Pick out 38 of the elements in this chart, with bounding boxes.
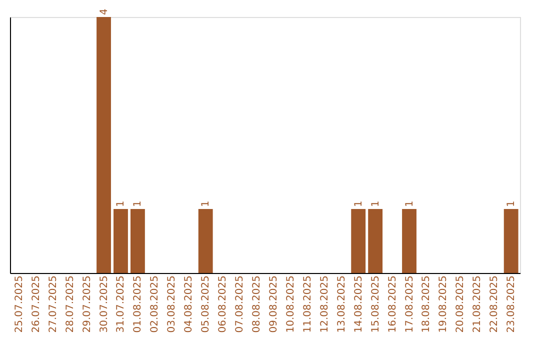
x-tick-label: 12.08.2025 (319, 276, 330, 333)
x-tick-label: 20.08.2025 (455, 276, 466, 333)
data-label: 4 (98, 8, 110, 15)
x-tick-label: 30.07.2025 (98, 276, 110, 333)
data-label: 1 (200, 200, 212, 207)
x-tick-label: 01.08.2025 (132, 276, 144, 333)
x-tick-label: 11.08.2025 (302, 276, 314, 333)
x-tick-label: 23.08.2025 (506, 276, 518, 333)
x-tick-label: 25.07.2025 (14, 276, 25, 333)
x-tick-label: 14.08.2025 (353, 276, 364, 333)
x-tick-label: 19.08.2025 (438, 276, 450, 333)
data-label: 1 (404, 200, 416, 207)
x-tick-label: 05.08.2025 (200, 276, 212, 333)
x-tick-label: 09.08.2025 (268, 276, 280, 333)
x-tick-label: 18.08.2025 (421, 276, 432, 333)
x-tick-label: 04.08.2025 (184, 276, 195, 333)
x-tick-label: 28.07.2025 (64, 276, 76, 333)
data-label: 1 (116, 200, 127, 207)
x-tick-label: 17.08.2025 (404, 276, 416, 333)
x-tick-label: 02.08.2025 (150, 276, 161, 333)
data-label: 1 (132, 200, 144, 207)
x-tick-label: 21.08.2025 (472, 276, 484, 333)
x-tick-label: 03.08.2025 (166, 276, 178, 333)
x-tick-label: 07.08.2025 (234, 276, 246, 333)
x-tick-label: 10.08.2025 (285, 276, 296, 333)
x-tick-label: 22.08.2025 (489, 276, 500, 333)
x-tick-label: 08.08.2025 (252, 276, 263, 333)
x-tick-label: 16.08.2025 (387, 276, 398, 333)
x-tick-label: 15.08.2025 (370, 276, 382, 333)
x-tick-label: 13.08.2025 (336, 276, 348, 333)
x-tick-label: 29.07.2025 (82, 276, 93, 333)
data-label: 1 (506, 200, 518, 207)
data-label: 1 (353, 200, 364, 207)
x-tick-label: 27.07.2025 (48, 276, 59, 333)
x-tick-label: 31.07.2025 (116, 276, 127, 333)
data-label: 1 (370, 200, 382, 207)
x-tick-label: 26.07.2025 (30, 276, 42, 333)
x-tick-label: 06.08.2025 (218, 276, 229, 333)
